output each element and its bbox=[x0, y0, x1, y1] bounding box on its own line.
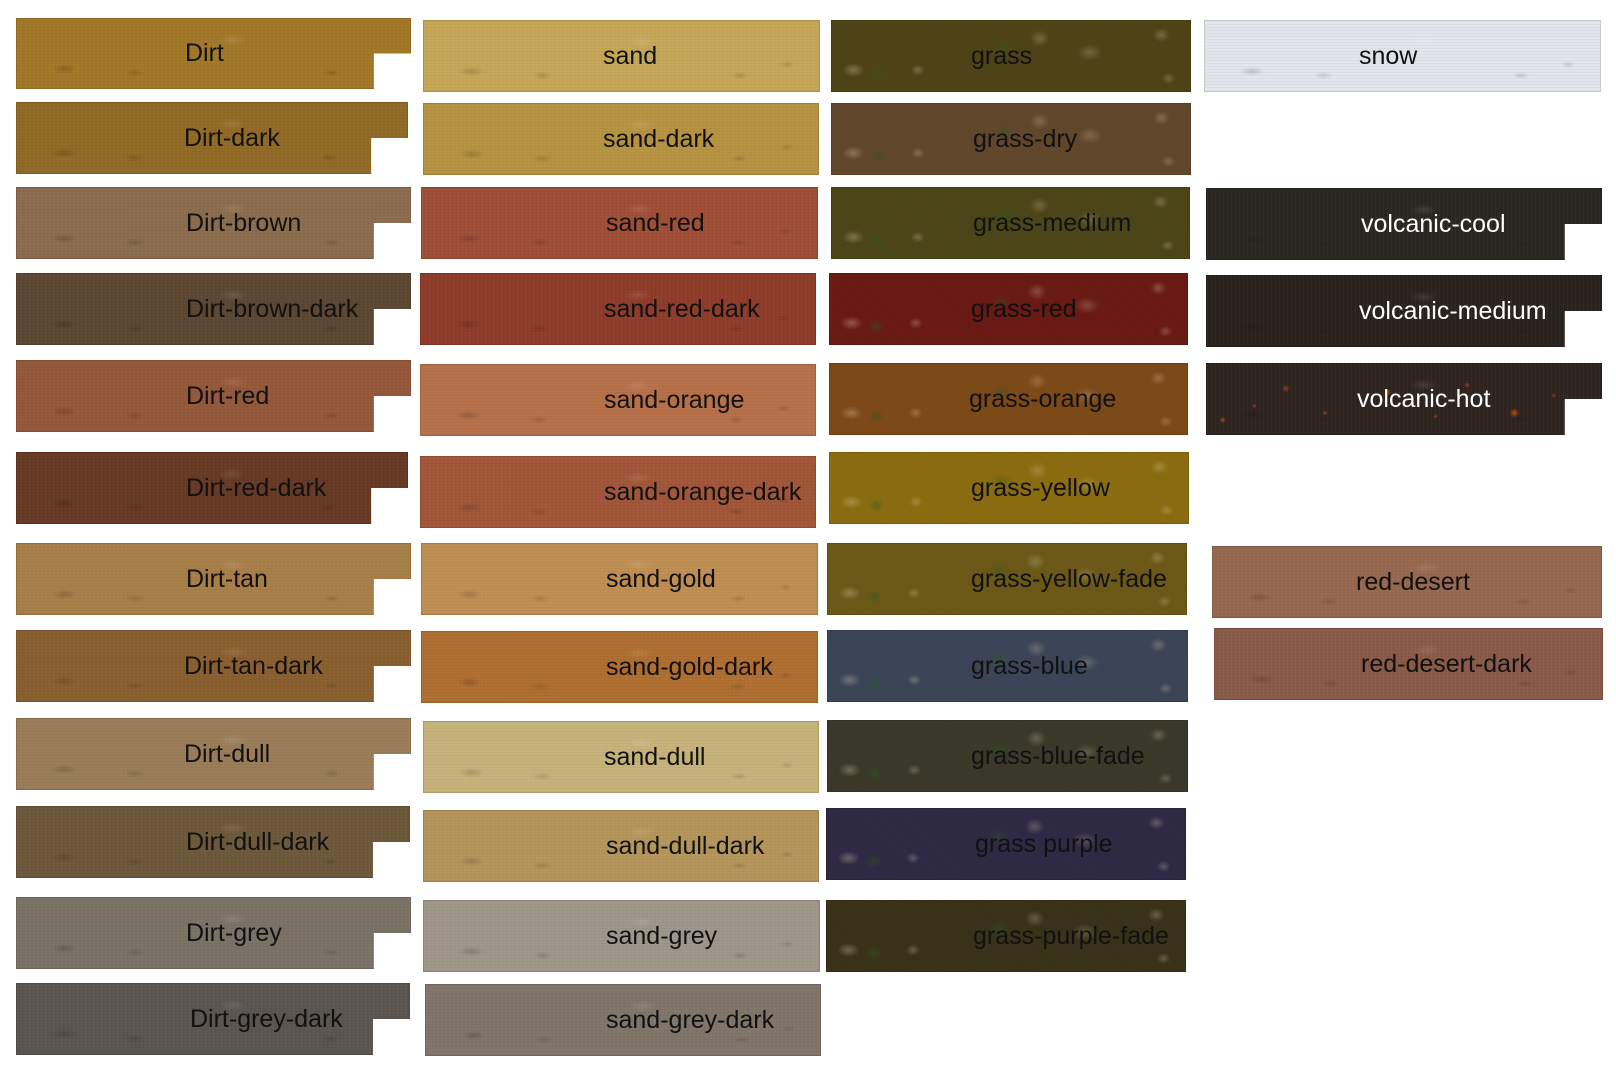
tile-grass-dry: grass-dry bbox=[831, 103, 1191, 175]
tile-label: snow bbox=[1359, 41, 1418, 70]
tile-label: Dirt-brown-dark bbox=[186, 294, 359, 323]
tile-dirt-grey: Dirt-grey bbox=[16, 897, 411, 969]
tile-grass-medium: grass-medium bbox=[831, 187, 1190, 259]
tile-label: grass purple bbox=[975, 829, 1113, 858]
tile-grass-purple-fade: grass-purple-fade bbox=[826, 900, 1186, 972]
tile-dirt-grey-dark: Dirt-grey-dark bbox=[16, 983, 410, 1055]
tile-label: grass-blue bbox=[971, 651, 1088, 680]
tile-sand-orange: sand-orange bbox=[420, 364, 816, 436]
tile-sand-red: sand-red bbox=[421, 187, 818, 259]
tile-dirt-red: Dirt-red bbox=[16, 360, 411, 432]
tile-red-desert: red-desert bbox=[1212, 546, 1602, 618]
tile-label: Dirt-tan-dark bbox=[184, 651, 323, 680]
tile-volcanic-medium: volcanic-medium bbox=[1206, 275, 1602, 347]
tile-label: sand-red-dark bbox=[604, 294, 760, 323]
tile-grass: grass bbox=[831, 20, 1191, 92]
tile-grass-yellow: grass-yellow bbox=[829, 452, 1189, 524]
tile-label: sand-orange-dark bbox=[604, 477, 802, 506]
tile-label: Dirt-red bbox=[186, 381, 270, 410]
tile-label: sand-dull-dark bbox=[606, 831, 765, 860]
tile-dirt-tan: Dirt-tan bbox=[16, 543, 411, 615]
tile-label: grass-red bbox=[971, 294, 1077, 323]
tile-label: sand-gold bbox=[606, 564, 716, 593]
tile-label: sand bbox=[603, 41, 658, 70]
tile-grass-red: grass-red bbox=[829, 273, 1188, 345]
tile-grass-yellow-fade: grass-yellow-fade bbox=[827, 543, 1187, 615]
tile-label: sand-orange bbox=[604, 385, 745, 414]
tile-label: Dirt-dull-dark bbox=[186, 827, 330, 856]
tile-dirt-tan-dark: Dirt-tan-dark bbox=[16, 630, 411, 702]
tile-grass-orange: grass-orange bbox=[829, 363, 1188, 435]
tile-label: Dirt-grey-dark bbox=[190, 1004, 343, 1033]
tile-label: grass-yellow bbox=[971, 473, 1110, 502]
tile-volcanic-hot: volcanic-hot bbox=[1206, 363, 1602, 435]
tile-label: sand-grey-dark bbox=[606, 1005, 775, 1034]
tile-dirt-dull-dark: Dirt-dull-dark bbox=[16, 806, 410, 878]
tile-label: sand-grey bbox=[606, 921, 718, 950]
tile-label: Dirt-brown bbox=[186, 208, 302, 237]
tile-sand: sand bbox=[423, 20, 820, 92]
tile-sand-dull: sand-dull bbox=[423, 721, 819, 793]
tile-label: Dirt-grey bbox=[186, 918, 282, 947]
tile-label: red-desert-dark bbox=[1361, 649, 1532, 678]
tile-label: grass-dry bbox=[973, 124, 1078, 153]
tile-dirt-red-dark: Dirt-red-dark bbox=[16, 452, 408, 524]
tile-label: grass-purple-fade bbox=[973, 921, 1169, 950]
tile-label: grass-medium bbox=[973, 208, 1132, 237]
tile-label: Dirt-tan bbox=[186, 564, 268, 593]
tile-red-desert-dark: red-desert-dark bbox=[1214, 628, 1603, 700]
tile-dirt-dark: Dirt-dark bbox=[16, 102, 408, 174]
tile-label: sand-gold-dark bbox=[606, 652, 773, 681]
tile-sand-gold-dark: sand-gold-dark bbox=[421, 631, 818, 703]
tile-dirt-brown: Dirt-brown bbox=[16, 187, 411, 259]
tile-sand-dull-dark: sand-dull-dark bbox=[423, 810, 819, 882]
tile-label: Dirt bbox=[185, 39, 224, 67]
tile-label: sand-red bbox=[606, 208, 705, 237]
tile-dirt-brown-dark: Dirt-brown-dark bbox=[16, 273, 411, 345]
tile-sand-grey-dark: sand-grey-dark bbox=[425, 984, 821, 1056]
tile-sand-gold: sand-gold bbox=[421, 543, 818, 615]
tile-label: grass-blue-fade bbox=[971, 741, 1145, 770]
tile-dirt: Dirt bbox=[16, 18, 411, 89]
tile-label: Dirt-red-dark bbox=[186, 473, 327, 502]
tile-label: red-desert bbox=[1356, 567, 1470, 596]
tile-label: grass-orange bbox=[969, 384, 1117, 413]
tile-label: Dirt-dull bbox=[184, 739, 271, 768]
tile-sand-red-dark: sand-red-dark bbox=[420, 273, 816, 345]
tile-dirt-dull: Dirt-dull bbox=[16, 718, 411, 790]
tile-label: sand-dark bbox=[603, 124, 715, 153]
tile-sand-orange-dark: sand-orange-dark bbox=[420, 456, 816, 528]
tile-label: volcanic-cool bbox=[1361, 209, 1506, 238]
tile-snow: snow bbox=[1204, 20, 1601, 92]
tile-volcanic-cool: volcanic-cool bbox=[1206, 188, 1602, 260]
tile-grass-blue-fade: grass-blue-fade bbox=[827, 720, 1188, 792]
tile-label: sand-dull bbox=[604, 742, 706, 771]
tile-label: Dirt-dark bbox=[184, 123, 280, 152]
tile-sand-dark: sand-dark bbox=[423, 103, 819, 175]
tile-label: volcanic-medium bbox=[1359, 296, 1547, 325]
tile-label: volcanic-hot bbox=[1357, 384, 1491, 413]
tile-grass-blue: grass-blue bbox=[827, 630, 1188, 702]
tile-sand-grey: sand-grey bbox=[423, 900, 820, 972]
tile-label: grass-yellow-fade bbox=[971, 564, 1167, 593]
tile-grass-purple: grass purple bbox=[826, 808, 1186, 880]
tile-label: grass bbox=[971, 41, 1033, 70]
